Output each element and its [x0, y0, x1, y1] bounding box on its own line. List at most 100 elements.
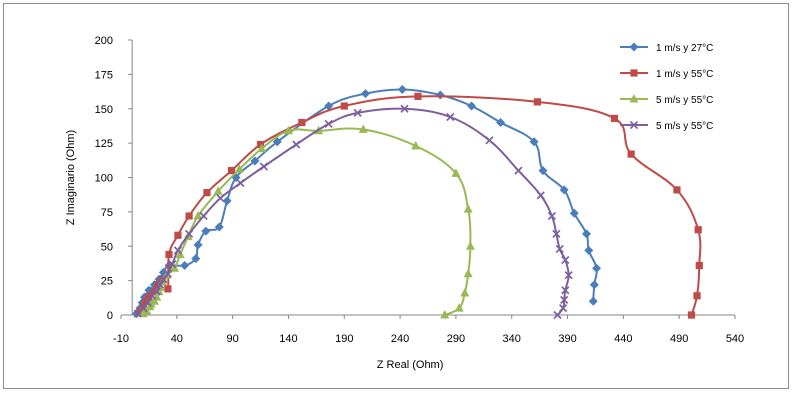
data-point	[589, 280, 599, 290]
x-tick-label: 440	[614, 333, 632, 345]
data-point	[236, 178, 245, 188]
x-tick-label: 340	[503, 333, 521, 345]
marker-stroke	[259, 162, 268, 171]
x-tick-label: 240	[391, 333, 409, 345]
marker-stroke	[199, 211, 208, 221]
data-point	[201, 226, 211, 236]
axes	[121, 40, 735, 316]
data-point	[163, 269, 172, 278]
data-point	[440, 310, 450, 319]
marker-stroke	[163, 269, 172, 278]
data-point	[536, 191, 545, 200]
marker-stroke	[216, 194, 225, 203]
data-point	[193, 211, 203, 220]
data-point	[298, 118, 306, 127]
data-point	[610, 114, 619, 122]
data-point	[397, 85, 407, 94]
series-line	[139, 95, 702, 316]
data-point	[673, 186, 681, 194]
data-point	[250, 156, 260, 166]
data-point	[460, 288, 470, 297]
series-1	[132, 85, 602, 319]
x-tick-label: -10	[113, 333, 129, 345]
series-line	[135, 88, 598, 315]
marker-stroke	[324, 119, 333, 128]
legend-marker	[629, 42, 639, 52]
y-tick-label: 150	[95, 104, 113, 116]
marker-stroke	[555, 244, 564, 254]
data-point	[553, 310, 562, 320]
data-point	[145, 293, 153, 301]
data-point	[533, 98, 542, 106]
y-tick-label: 175	[95, 69, 113, 81]
data-point	[257, 143, 267, 153]
data-point	[143, 298, 152, 307]
y-tick-label: 50	[101, 241, 113, 253]
data-point	[170, 263, 180, 272]
data-point	[259, 162, 268, 171]
data-point	[552, 229, 561, 238]
marker-stroke	[236, 178, 245, 188]
data-point	[588, 296, 598, 306]
marker-stroke	[353, 108, 362, 117]
data-point	[687, 311, 696, 319]
data-point	[496, 118, 506, 127]
legend-item: 1 m/s y 27°C	[620, 42, 713, 54]
data-point	[451, 168, 461, 177]
marker-stroke	[156, 280, 165, 289]
legend-marker	[629, 94, 639, 103]
marker-stroke	[400, 104, 409, 113]
series-2	[136, 92, 703, 319]
data-point	[174, 231, 182, 239]
marker-stroke	[560, 295, 569, 304]
data-point	[695, 261, 703, 270]
data-point	[555, 244, 564, 254]
y-tick-label: 200	[95, 35, 113, 47]
data-point	[569, 208, 579, 218]
marker-stroke	[173, 246, 183, 255]
y-tick-label: 100	[95, 173, 113, 185]
x-tick-label: 540	[726, 333, 744, 345]
data-point	[203, 189, 211, 197]
legend-item: 5 m/s y 55°C	[620, 120, 713, 132]
data-point	[514, 166, 523, 175]
y-tick-label: 75	[101, 207, 113, 219]
data-point	[185, 229, 194, 238]
x-tick-label: 140	[279, 333, 297, 345]
data-point	[400, 104, 409, 113]
series-4	[133, 104, 573, 320]
marker-stroke	[185, 229, 194, 238]
marker-stroke	[547, 211, 556, 221]
marker-stroke	[552, 229, 561, 238]
y-tick-label: 25	[101, 276, 113, 288]
marker-stroke	[561, 255, 570, 265]
data-point	[627, 150, 635, 158]
data-point	[234, 164, 244, 173]
data-point	[559, 304, 568, 313]
data-point	[353, 108, 362, 117]
data-point	[561, 255, 570, 265]
data-point	[216, 194, 225, 203]
data-point	[180, 261, 190, 270]
data-point	[272, 137, 282, 147]
y-axis-title: Z Imaginario (Ohm)	[65, 130, 77, 225]
data-point	[193, 240, 203, 250]
data-point	[360, 89, 370, 99]
data-point	[154, 281, 162, 289]
legend-label: 5 m/s y 55°C	[656, 121, 713, 132]
data-point	[214, 222, 224, 232]
data-point	[582, 229, 592, 239]
data-point	[324, 101, 334, 111]
marker-stroke	[514, 166, 523, 175]
data-point	[292, 140, 301, 149]
data-point	[222, 196, 232, 206]
legend-label: 1 m/s y 55°C	[656, 69, 713, 80]
data-point	[693, 292, 701, 300]
data-point	[156, 280, 165, 289]
x-tick-label: 290	[447, 333, 465, 345]
data-point	[446, 112, 455, 122]
data-point	[538, 166, 548, 176]
data-point	[152, 287, 161, 296]
legend-item: 1 m/s y 55°C	[620, 69, 713, 80]
